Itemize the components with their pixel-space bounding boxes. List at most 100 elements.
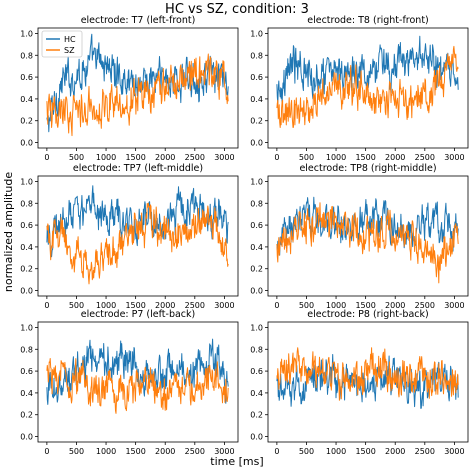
legend-label-sz: SZ bbox=[64, 46, 75, 55]
y-tick-label: 0.6 bbox=[250, 367, 263, 376]
x-tick-label: 2500 bbox=[415, 447, 435, 456]
axes-frame bbox=[37, 175, 239, 297]
axes-frame bbox=[267, 321, 469, 443]
traces bbox=[46, 33, 229, 137]
figure-ylabel: normalized amplitude bbox=[2, 172, 15, 292]
subplot-title: electrode: T8 (right-front) bbox=[307, 15, 429, 26]
y-tick-label: 0.8 bbox=[250, 345, 263, 354]
x-tick-label: 1500 bbox=[125, 447, 145, 456]
x-tick-label: 500 bbox=[69, 301, 84, 310]
x-tick-label: 1000 bbox=[326, 447, 346, 456]
y-tick-label: 1.0 bbox=[20, 323, 33, 332]
subplot-3: electrode: TP7 (left-middle) 0 500 1000 1500… bbox=[20, 163, 239, 310]
y-tick-label: 0.8 bbox=[20, 345, 33, 354]
y-tick-label: 0.8 bbox=[250, 51, 263, 60]
x-tick-label: 2000 bbox=[385, 301, 405, 310]
x-tick-label: 2500 bbox=[415, 301, 435, 310]
x-tick-label: 1500 bbox=[125, 153, 145, 162]
traces bbox=[276, 196, 459, 284]
x-tick-label: 0 bbox=[274, 301, 279, 310]
y-tick-label: 0.4 bbox=[20, 243, 33, 252]
x-tick-label: 2000 bbox=[155, 153, 175, 162]
y-tick-label: 0.6 bbox=[20, 221, 33, 230]
series-line-hc bbox=[46, 33, 229, 133]
y-tick-label: 0.2 bbox=[20, 411, 33, 420]
y-tick-label: 0.0 bbox=[20, 139, 33, 148]
figure-title: HC vs SZ, condition: 3 bbox=[165, 2, 309, 17]
y-tick-label: 0.0 bbox=[20, 433, 33, 442]
y-tick-label: 0.6 bbox=[20, 367, 33, 376]
x-tick-label: 500 bbox=[69, 153, 84, 162]
axes-frame bbox=[37, 27, 239, 149]
y-tick-label: 1.0 bbox=[250, 177, 263, 186]
series-line-hc bbox=[276, 354, 459, 409]
x-tick-label: 0 bbox=[44, 301, 49, 310]
x-tick-label: 3000 bbox=[214, 447, 234, 456]
series-line-sz bbox=[46, 53, 229, 137]
x-tick-label: 0 bbox=[44, 447, 49, 456]
x-tick-label: 500 bbox=[299, 153, 314, 162]
x-tick-label: 0 bbox=[44, 153, 49, 162]
subplot-title: electrode: TP8 (right-middle) bbox=[299, 163, 436, 174]
axes-frame bbox=[267, 175, 469, 297]
legend-label-hc: HC bbox=[64, 35, 76, 44]
x-tick-label: 0 bbox=[274, 447, 279, 456]
x-tick-label: 2500 bbox=[185, 153, 205, 162]
subplot-title: electrode: TP7 (left-middle) bbox=[73, 163, 203, 174]
x-tick-label: 1500 bbox=[125, 301, 145, 310]
y-tick-label: 0.6 bbox=[20, 73, 33, 82]
series-line-sz bbox=[276, 202, 459, 284]
y-tick-label: 0.8 bbox=[20, 199, 33, 208]
x-tick-label: 1500 bbox=[355, 447, 375, 456]
axes-frame bbox=[37, 321, 239, 443]
x-tick-label: 500 bbox=[69, 447, 84, 456]
x-tick-label: 3000 bbox=[444, 447, 464, 456]
series-line-hc bbox=[276, 35, 459, 105]
legend: HC SZ bbox=[41, 30, 83, 58]
series-line-sz bbox=[276, 347, 459, 401]
x-tick-label: 2500 bbox=[185, 447, 205, 456]
y-tick-label: 0.8 bbox=[250, 199, 263, 208]
subplot-title: electrode: T7 (left-front) bbox=[81, 15, 196, 26]
x-tick-label: 3000 bbox=[214, 153, 234, 162]
y-tick-label: 1.0 bbox=[20, 177, 33, 186]
subplot-2: electrode: T8 (right-front) 0 500 1000 1500 2… bbox=[250, 15, 469, 162]
y-tick-label: 0.2 bbox=[250, 411, 263, 420]
subplot-title: electrode: P8 (right-back) bbox=[307, 309, 428, 320]
y-tick-label: 0.6 bbox=[250, 221, 263, 230]
y-tick-label: 0.8 bbox=[20, 51, 33, 60]
x-tick-label: 2000 bbox=[155, 301, 175, 310]
x-tick-label: 500 bbox=[299, 301, 314, 310]
y-tick-label: 0.2 bbox=[250, 117, 263, 126]
x-tick-label: 0 bbox=[274, 153, 279, 162]
series-line-sz bbox=[276, 45, 459, 128]
y-tick-label: 0.0 bbox=[250, 433, 263, 442]
y-tick-label: 0.0 bbox=[250, 287, 263, 296]
x-tick-label: 2000 bbox=[385, 153, 405, 162]
x-tick-label: 1500 bbox=[355, 153, 375, 162]
x-tick-label: 2500 bbox=[415, 153, 435, 162]
x-tick-label: 1000 bbox=[326, 153, 346, 162]
y-tick-label: 0.2 bbox=[20, 117, 33, 126]
x-tick-label: 1000 bbox=[326, 301, 346, 310]
x-tick-label: 3000 bbox=[444, 153, 464, 162]
y-tick-label: 0.2 bbox=[250, 265, 263, 274]
x-tick-label: 1500 bbox=[355, 301, 375, 310]
y-tick-label: 1.0 bbox=[250, 29, 263, 38]
y-tick-label: 0.6 bbox=[250, 73, 263, 82]
x-tick-label: 500 bbox=[299, 447, 314, 456]
subplot-6: electrode: P8 (right-back) 0 500 1000 1500 20… bbox=[250, 309, 469, 456]
subplot-grid: electrode: T7 (left-front) 0 500 1000 1500 20… bbox=[20, 15, 469, 456]
figure-xlabel: time [ms] bbox=[210, 455, 263, 468]
traces bbox=[276, 347, 459, 409]
x-tick-label: 2000 bbox=[385, 447, 405, 456]
y-tick-label: 0.0 bbox=[20, 287, 33, 296]
axes-frame bbox=[267, 27, 469, 149]
subplot-1: electrode: T7 (left-front) 0 500 1000 1500 20… bbox=[20, 15, 239, 162]
x-tick-label: 3000 bbox=[214, 301, 234, 310]
legend-box bbox=[41, 30, 83, 58]
traces bbox=[46, 338, 229, 414]
series-line-sz bbox=[46, 358, 229, 414]
series-line-sz bbox=[46, 202, 229, 285]
y-tick-label: 1.0 bbox=[20, 29, 33, 38]
